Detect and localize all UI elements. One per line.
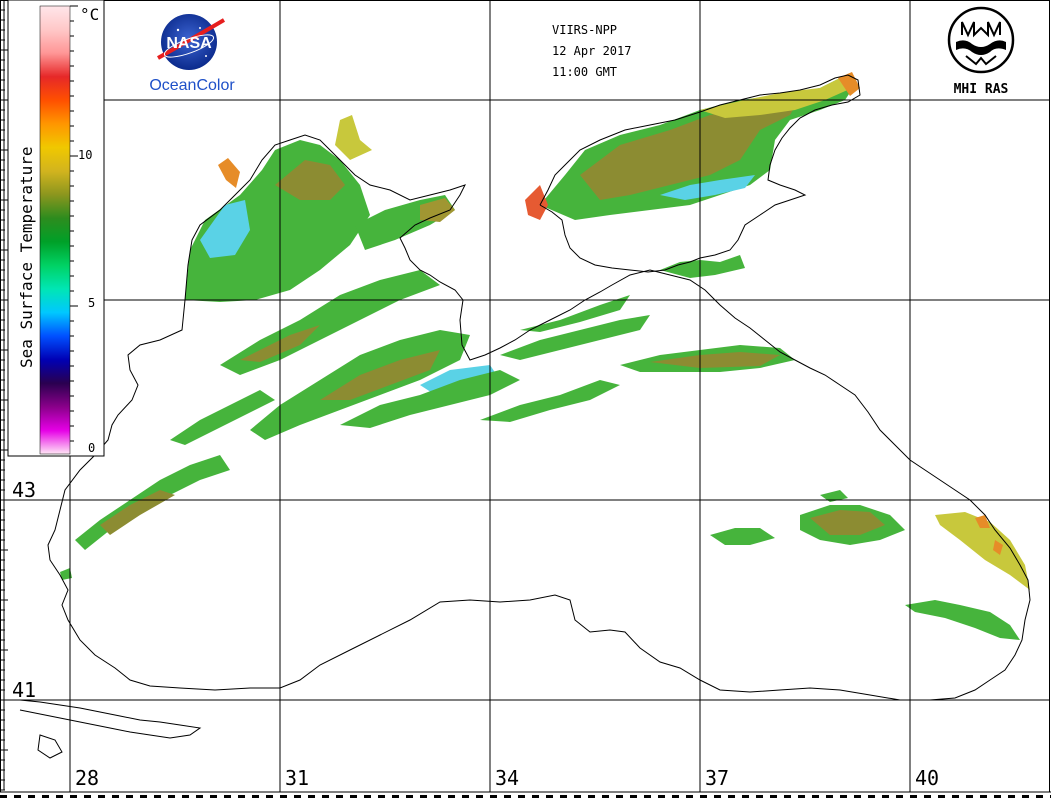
colorbar-fill — [39, 5, 71, 455]
oceancolor-caption: OceanColor — [149, 77, 235, 94]
lon-label-31: 31 — [285, 766, 309, 790]
coastline-azov — [539, 74, 861, 273]
colorbar-tick-5: 5 — [88, 296, 95, 310]
sst-band-4 — [480, 380, 620, 422]
mhi-emblem-icon — [947, 6, 1015, 74]
sst-patch-azov-cyan — [660, 175, 755, 200]
sst-patch-azov-olive — [580, 98, 800, 200]
colorbar-tick-10: 10 — [78, 148, 92, 162]
sst-patch-azov-yellow — [700, 78, 852, 118]
coastline — [19, 74, 1031, 759]
nasa-badge-text: NASA — [166, 35, 212, 52]
header: VIIRS-NPP 12 Apr 2017 11:00 GMT — [552, 23, 631, 79]
sst-patch-se-5 — [820, 490, 848, 502]
lon-label-37: 37 — [705, 766, 729, 790]
sst-band-5 — [500, 315, 650, 360]
colorbar: Sea Surface Temperature °C 10 5 0 — [7, 0, 105, 457]
sst-patches — [60, 72, 1030, 640]
coastline-marmara — [37, 734, 63, 759]
image-time: 11:00 GMT — [552, 65, 617, 79]
coastline-north — [47, 134, 1031, 701]
sst-patch-odessa-olive — [420, 198, 455, 222]
nasa-oceancolor-logo: NASA OceanColor — [149, 14, 235, 94]
longitude-labels: 28 31 34 37 40 — [75, 766, 939, 790]
sst-stripe-sw-3 — [60, 568, 72, 580]
sst-stripe-sw-1-olive — [100, 490, 175, 535]
lon-label-34: 34 — [495, 766, 519, 790]
left-tick-ruler — [0, 0, 8, 791]
lat-label-41: 41 — [12, 678, 36, 702]
mhi-ras-caption: MHI RAS — [954, 82, 1009, 97]
lat-label-43: 43 — [12, 478, 36, 502]
colorbar-title: Sea Surface Temperature — [17, 146, 36, 368]
sst-patch-nw-cyan — [200, 200, 250, 258]
lon-label-40: 40 — [915, 766, 939, 790]
sst-patch-se-3 — [905, 600, 1020, 640]
sst-patch-orange-nw — [218, 158, 240, 188]
colorbar-unit: °C — [80, 5, 99, 24]
image-date: 12 Apr 2017 — [552, 44, 631, 58]
lon-label-28: 28 — [75, 766, 99, 790]
sst-patch-dnieper — [335, 115, 372, 160]
mhi-ras-logo: MHI RAS — [947, 6, 1015, 97]
sst-patch-sivash — [525, 185, 548, 220]
bottom-tick-ruler — [0, 791, 1051, 801]
sst-patch-kerch — [660, 255, 745, 278]
sst-patch-se-1-olive — [810, 510, 885, 535]
sst-stripe-sw-2 — [170, 390, 275, 445]
sst-band-7-olive — [650, 352, 780, 368]
sst-patch-se-4 — [710, 528, 775, 545]
sst-patch-nw-olive — [275, 160, 345, 200]
sst-band-2-olive — [320, 350, 440, 400]
satellite-name: VIIRS-NPP — [552, 23, 617, 37]
sst-patch-se-2 — [935, 512, 1030, 590]
sst-band-6 — [520, 295, 630, 332]
colorbar-tick-0: 0 — [88, 441, 95, 455]
sst-band-3 — [340, 370, 520, 428]
coastline-bosphorus — [19, 699, 202, 739]
sst-patch-se-2-orange — [975, 515, 1003, 555]
latitude-labels: 43 41 — [12, 478, 36, 702]
